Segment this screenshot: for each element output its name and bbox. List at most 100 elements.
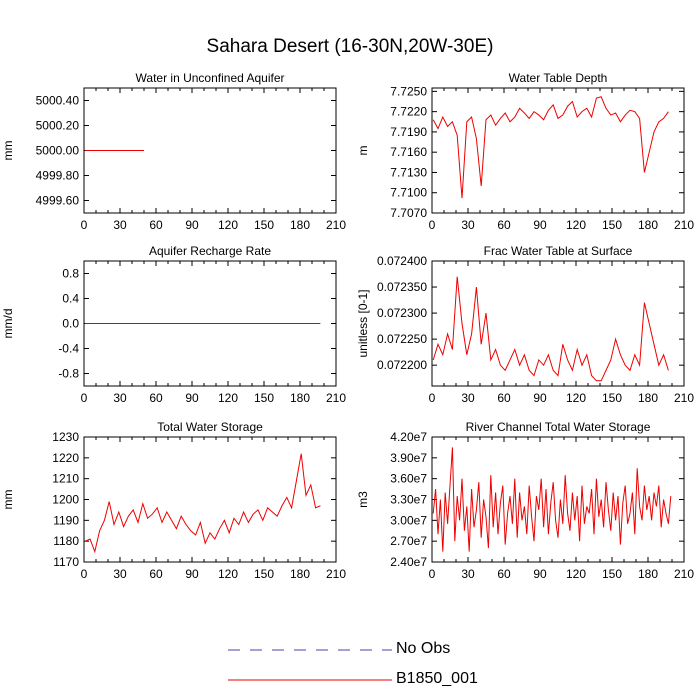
x-tick-label: 120 xyxy=(218,391,238,405)
y-tick-label: 1220 xyxy=(52,451,79,465)
y-tick-label: 0.072300 xyxy=(377,306,427,320)
x-tick-label: 120 xyxy=(218,567,238,581)
chart-panel-5: River Channel Total Water Storage 0 30 60 90… xyxy=(356,420,694,581)
figure-title: Sahara Desert (16-30N,20W-30E) xyxy=(206,36,494,57)
x-tick-label: 90 xyxy=(185,391,199,405)
x-tick-label: 210 xyxy=(326,218,346,232)
y-tick-label: 5000.40 xyxy=(36,94,80,108)
x-tick-label: 90 xyxy=(533,218,547,232)
y-tick-label: 5000.00 xyxy=(36,144,80,158)
chart-title: Frac Water Table at Surface xyxy=(484,244,633,258)
series-line xyxy=(432,447,672,552)
x-tick-label: 90 xyxy=(533,567,547,581)
y-tick-label: 3.00e7 xyxy=(390,513,427,527)
x-tick-label: 0 xyxy=(429,567,436,581)
chart-title: River Channel Total Water Storage xyxy=(466,420,651,434)
plot-frame xyxy=(83,436,337,563)
x-tick-label: 0 xyxy=(429,391,436,405)
y-tick-label: 7.7130 xyxy=(390,165,427,179)
x-tick-label: 150 xyxy=(602,218,622,232)
x-tick-label: 120 xyxy=(566,391,586,405)
y-tick-label: 0.072400 xyxy=(377,254,427,268)
y-tick-label: 1170 xyxy=(53,555,79,569)
x-tick-label: 120 xyxy=(218,218,238,232)
series-line xyxy=(432,276,669,382)
series-line xyxy=(432,96,669,199)
x-tick-label: 180 xyxy=(638,391,658,405)
x-tick-label: 180 xyxy=(290,391,310,405)
x-tick-label: 0 xyxy=(429,218,436,232)
y-tick-label: 0.072250 xyxy=(377,332,427,346)
x-tick-label: 120 xyxy=(566,218,586,232)
y-tick-label: 4999.60 xyxy=(36,194,80,208)
x-tick-label: 60 xyxy=(149,567,163,581)
y-axis-label: mm xyxy=(1,141,15,161)
x-tick-label: 30 xyxy=(113,567,127,581)
y-tick-label: 0.072200 xyxy=(377,358,427,372)
chart-panel-0: Water in Unconfined Aquifer 0 30 60 90 120 150… xyxy=(1,71,346,232)
x-tick-label: 60 xyxy=(149,391,163,405)
x-tick-label: 150 xyxy=(602,567,622,581)
x-tick-label: 150 xyxy=(254,391,274,405)
chart-panel-2: Aquifer Recharge Rate 0 30 60 90 120 150 180 210… xyxy=(1,244,346,405)
x-tick-label: 210 xyxy=(674,218,694,232)
x-tick-label: 210 xyxy=(674,391,694,405)
x-tick-label: 150 xyxy=(254,218,274,232)
chart-title: Water Table Depth xyxy=(509,71,608,85)
chart-panel-4: Total Water Storage 0 30 60 90 120 150 180 210 11… xyxy=(1,420,346,581)
x-tick-label: 210 xyxy=(326,567,346,581)
y-tick-label: 4999.80 xyxy=(36,169,80,183)
x-tick-label: 210 xyxy=(326,391,346,405)
x-tick-label: 210 xyxy=(674,567,694,581)
y-tick-label: 1200 xyxy=(52,493,79,507)
x-tick-label: 30 xyxy=(113,218,127,232)
y-tick-label: 7.7070 xyxy=(390,206,427,220)
y-tick-label: 4.20e7 xyxy=(390,430,427,444)
x-tick-label: 60 xyxy=(149,218,163,232)
x-tick-label: 60 xyxy=(497,567,511,581)
chart-title: Aquifer Recharge Rate xyxy=(149,244,271,258)
y-tick-label: 7.7220 xyxy=(390,105,427,119)
y-tick-label: 3.60e7 xyxy=(390,472,427,486)
y-tick-label: 3.90e7 xyxy=(390,451,427,465)
y-tick-label: 7.7190 xyxy=(390,125,427,139)
y-tick-label: 7.7160 xyxy=(390,145,427,159)
y-tick-label: 1210 xyxy=(52,472,79,486)
x-tick-label: 150 xyxy=(602,391,622,405)
chart-title: Water in Unconfined Aquifer xyxy=(136,71,285,85)
y-tick-label: 3.30e7 xyxy=(390,493,427,507)
y-tick-label: 2.70e7 xyxy=(390,534,427,548)
y-tick-label: 7.7100 xyxy=(390,186,427,200)
chart-title: Total Water Storage xyxy=(157,420,263,434)
y-tick-label: -0.4 xyxy=(58,342,79,356)
y-tick-label: 1190 xyxy=(53,513,79,527)
y-tick-label: 0.072350 xyxy=(377,280,427,294)
x-tick-label: 180 xyxy=(290,567,310,581)
x-tick-label: 30 xyxy=(461,218,475,232)
series-line xyxy=(85,453,321,554)
y-axis-label: mm xyxy=(1,490,15,510)
y-tick-label: 1180 xyxy=(53,534,79,548)
x-tick-label: 60 xyxy=(497,218,511,232)
x-tick-label: 0 xyxy=(81,567,88,581)
y-tick-label: 0.8 xyxy=(62,267,79,281)
y-tick-label: 1230 xyxy=(52,430,79,444)
chart-panel-1: Water Table Depth 0 30 60 90 120 150 180 210 7.70… xyxy=(356,71,694,232)
y-axis-label: mm/d xyxy=(1,309,15,339)
x-tick-label: 90 xyxy=(185,567,199,581)
y-tick-label: 0.4 xyxy=(62,292,79,306)
x-tick-label: 90 xyxy=(185,218,199,232)
x-tick-label: 120 xyxy=(566,567,586,581)
x-tick-label: 30 xyxy=(113,391,127,405)
x-tick-label: 180 xyxy=(290,218,310,232)
x-tick-label: 30 xyxy=(461,567,475,581)
y-tick-label: 0.0 xyxy=(62,317,79,331)
y-tick-label: -0.8 xyxy=(58,367,79,381)
y-axis-label: m3 xyxy=(356,491,370,508)
x-tick-label: 180 xyxy=(638,567,658,581)
y-tick-label: 2.40e7 xyxy=(390,555,427,569)
y-axis-label: unitless [0-1] xyxy=(356,289,370,357)
plot-frame xyxy=(431,87,685,214)
y-axis-label: m xyxy=(356,146,370,156)
